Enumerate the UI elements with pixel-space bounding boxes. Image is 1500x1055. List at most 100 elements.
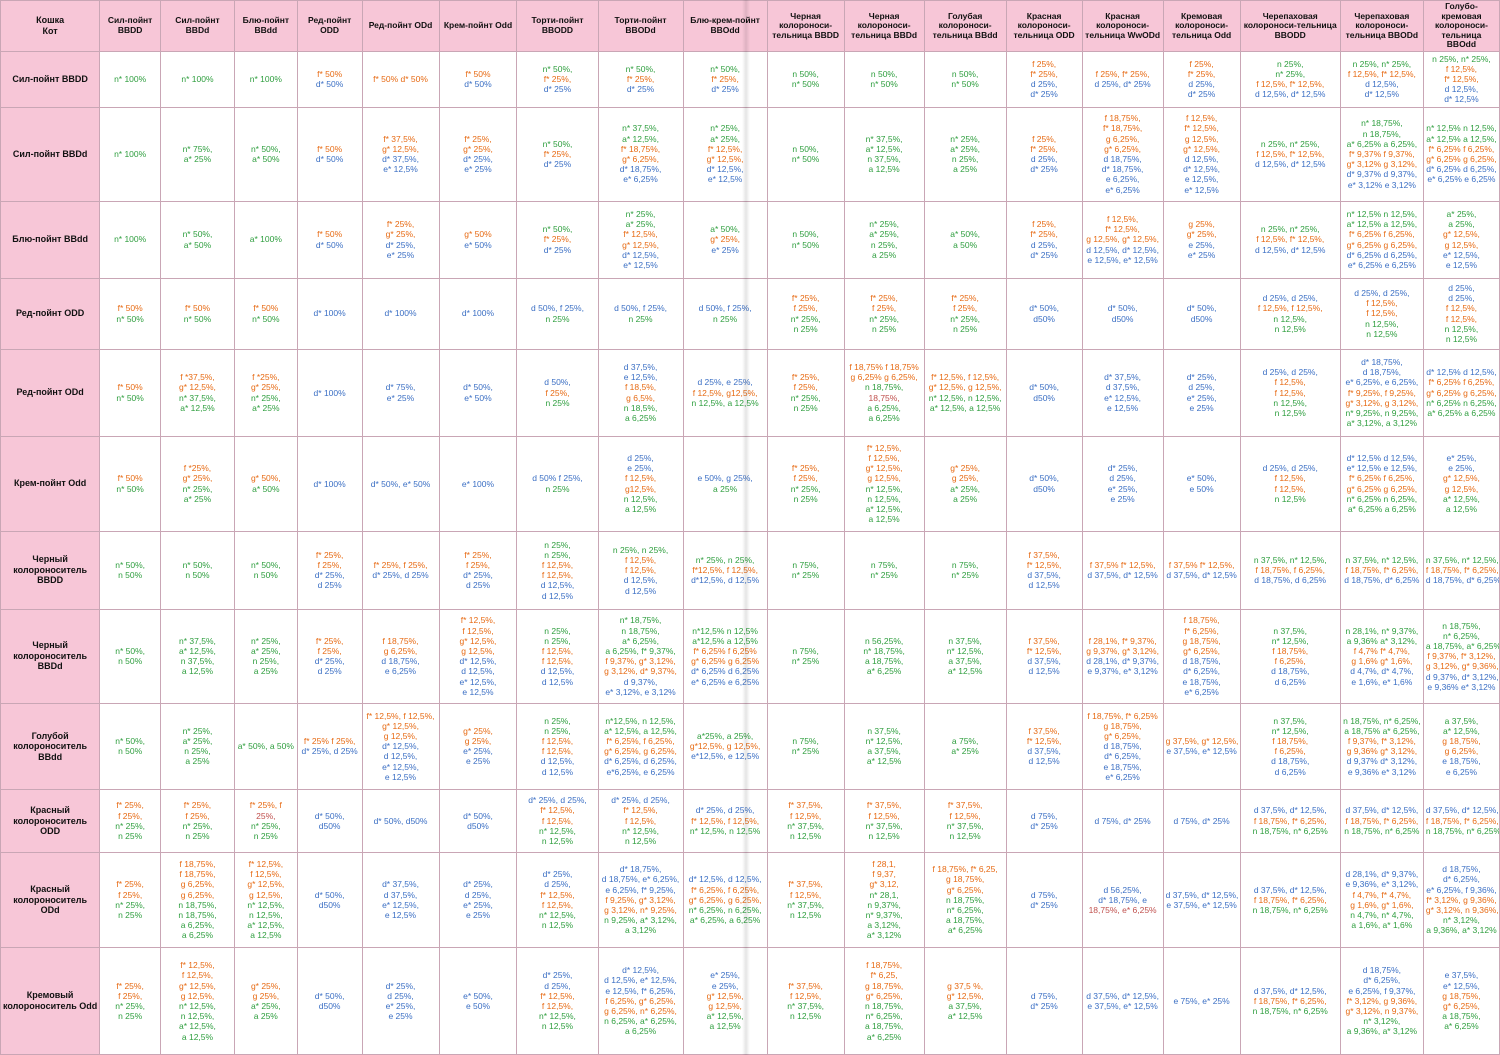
offspring-line: f* 25% f 25%, [303,736,356,747]
offspring-line: n 12,5% [1274,323,1306,334]
offspring-line: g* 12,5%, [382,720,419,731]
offspring-line: n* 25%, [250,392,281,403]
offspring-line: d 25%, [544,980,571,991]
offspring-cell: d* 50%, d50% [1005,348,1083,437]
offspring-line: f 18,75%, [1183,615,1220,626]
offspring-line: f 4,7% f* 4,7%, [1353,646,1410,657]
offspring-line: d* 50%, [314,990,345,1001]
offspring-line: e 6,25%, [1105,174,1140,185]
offspring-line: e* 6,25% [1184,686,1219,697]
offspring-line: f* 6,25% f 6,25%, [1428,377,1495,388]
offspring-line: d* 25% [543,159,572,170]
offspring-line: g 9,36% g* 3,12%, [1346,746,1418,757]
offspring-line: n 25% [545,313,570,324]
offspring-line: f* 6,25%, [1184,625,1219,636]
offspring-line: n* 25%, [182,483,213,494]
offspring-line: g* 6,25%, g 6,25%, [688,894,762,905]
offspring-line: n* 12,5%, [539,910,576,921]
offspring-line: d 9,37%, d* 3,12%, [1425,671,1499,682]
offspring-line: n 9,25%, a* 3,12%, [604,915,677,926]
offspring-line: f 25%, [185,810,210,821]
offspring-line: d* 25%, [463,154,493,165]
offspring-line: d 25%, d* 25% [1094,79,1151,89]
offspring-line: d 50% f 25%, [532,473,583,484]
offspring-cell: f 18,75%, f 18,75%, g 6,25%, g 6,25%, n 18,7… [160,851,235,948]
offspring-line: e 12,5%, e* 12,5% [1087,254,1158,265]
offspring-line: d 25%, [627,453,654,464]
offspring-line: d* 25%, [1107,463,1138,474]
offspring-line: e 37,5%, e* 12,5% [1166,899,1237,910]
offspring-line: n 50%, [870,68,898,79]
offspring-line: n 12,5%, [1365,318,1399,329]
offspring-cell: d* 25%, d 25%, e* 25%, e 25% [1162,348,1241,437]
offspring-line: n 37,5%, [948,635,982,646]
offspring-line: n* 12,5%, [539,825,576,836]
offspring-line: f* 25%, [116,879,144,890]
offspring-line: n* 25% [951,570,979,581]
offspring-cell: d 75%, d* 25% [1005,851,1083,948]
offspring-cell: n 75%, n* 25% [766,702,845,790]
offspring-line: e* 50%, [463,990,493,1001]
offspring-line: d 25%, [1109,473,1136,484]
offspring-line: e 50% [465,1000,491,1011]
offspring-cell: d 50%, f 25%, n 25% [597,277,684,350]
offspring-line: n 12,5%, [1444,323,1479,334]
offspring-line: d 12,5%, [540,666,575,677]
offspring-line: d* 12,5%, [706,164,744,175]
offspring-line: f 25%, [118,889,143,900]
offspring-line: n* 50%, [625,63,656,74]
offspring-line: d 25%, [1448,293,1475,304]
offspring-line: d* 12,5%, [622,965,659,976]
offspring-line: d* 25% [543,84,572,95]
offspring-cell: f* 37,5%, f 12,5%, n* 37,5%, n 12,5% [923,788,1007,853]
offspring-line: n 12,5%, [1273,313,1307,324]
offspring-line: f* 25%, [543,73,572,84]
offspring-line: n 6,25%, a* 6,25%, [604,1016,677,1027]
offspring-line: n* 9,37%, [865,910,903,921]
offspring-line: f* 12,5%, [180,960,215,971]
offspring-line: d 75%, d* 25% [1173,815,1230,826]
offspring-line: g* 6,25% g 6,25%, [1346,483,1418,494]
offspring-line: d* 50%, [1186,303,1217,314]
offspring-cell: n 28,1%, n* 9,37%, a 9,36% a* 3,12%, f 4,7… [1339,608,1424,704]
offspring-line: n* 37,5%, [622,123,659,134]
offspring-line: e 9,36% e* 3,12% [1347,766,1416,777]
offspring-cell: g* 25%, g 25%, a* 25%, a 25% [923,435,1007,532]
offspring-line: a* 12,5% a 12,5%, [1426,133,1497,144]
offspring-line: n 56,25%, [864,635,904,646]
offspring-line: n 37,5%, [180,656,215,667]
offspring-line: n 75%, [792,736,819,747]
offspring-cell: f 25%, f* 25%, d 25%, d* 25% [1005,200,1083,279]
offspring-line: f* 12,5%, [623,805,658,816]
offspring-line: a* 12,5%, a 12,5% [929,402,1001,413]
offspring-line: a 37,5%, [867,746,901,757]
offspring-cell: f 25%, f* 25%, d 25%, d* 25% [1005,106,1083,202]
offspring-line: f* 12,5%, [1026,560,1062,570]
offspring-line: g 6,5%, [626,392,655,403]
offspring-cell: f* 12,5%, f 12,5%, g* 12,5%, g 12,5%, d* 12,… [438,608,518,704]
offspring-line: n* 25%, [115,899,146,910]
offspring-cell: a* 50%, a 50% [923,200,1007,279]
offspring-line: f 12,5%, f* 12,5%, [1347,68,1416,79]
offspring-cell: n* 37,5%, a* 12,5%, n 37,5%, a 12,5% [160,608,235,704]
offspring-line: f 18,75%, f 6,25%, [1255,565,1325,576]
column-header: Голубая колороноси-тельница BBdd [923,0,1007,52]
offspring-cell: g 37,5 %, g* 12,5%, a 37,5%, a* 12,5% [923,946,1007,1055]
offspring-line: a* 25% [183,154,212,165]
offspring-line: f* 12,5%, [1184,123,1219,134]
offspring-line: d* 6,25%, d 6,25%, [604,756,677,767]
offspring-line: d 75%, [1030,990,1058,1001]
offspring-line: a 12,5% [181,666,214,677]
offspring-line: d 12,5%, [540,580,575,591]
offspring-cell: g* 25%, g 25%, e* 25%, e 25% [438,702,518,790]
offspring-line: f* 37,5%, [788,980,823,991]
offspring-line: d 25%, [1030,239,1058,250]
offspring-cell: d 37,5%, e 12,5%, f 18,5%, g 6,5%, n 18,5%, a… [597,348,684,437]
offspring-line: n* 50% [116,313,144,324]
offspring-line: n 50% [185,570,210,581]
offspring-line: f 12,5%, [541,746,574,757]
offspring-cell: d 37,5%, d* 12,5%, f 18,75%, f* 6,25%, n 1… [1239,788,1341,853]
offspring-line: a* 6,25% [866,1031,902,1042]
offspring-cell: d* 100% [438,277,518,350]
offspring-line: f* 6,25% f 6,25%, [1349,229,1415,240]
